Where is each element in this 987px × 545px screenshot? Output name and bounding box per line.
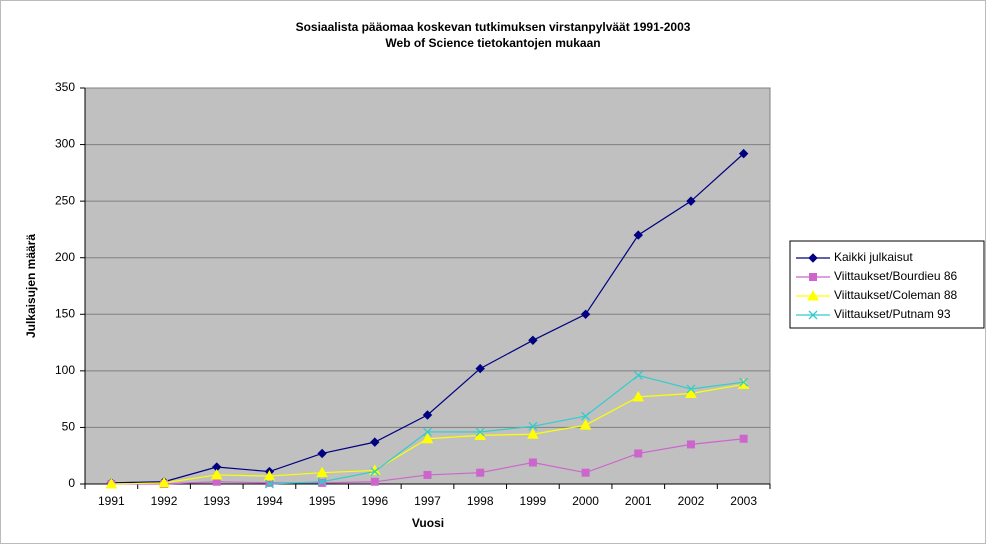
y-tick-label: 100 — [55, 363, 75, 377]
marker — [632, 390, 645, 402]
marker — [808, 310, 818, 320]
x-tick-label: 1991 — [98, 494, 125, 508]
chart-title: Sosiaalista pääomaa koskevan tutkimuksen… — [296, 20, 691, 34]
y-tick-label: 150 — [55, 306, 75, 320]
marker — [318, 478, 327, 487]
marker — [633, 230, 643, 240]
x-tick-label: 1995 — [309, 494, 336, 508]
x-tick-label: 1994 — [256, 494, 283, 508]
marker — [423, 427, 432, 437]
marker — [370, 467, 380, 477]
marker — [808, 253, 818, 263]
marker — [423, 470, 432, 479]
x-tick-label: 1998 — [467, 494, 494, 508]
marker — [476, 468, 485, 477]
marker — [317, 448, 327, 459]
marker — [105, 477, 118, 489]
marker — [739, 434, 748, 443]
x-tick-label: 2001 — [625, 494, 652, 508]
y-tick-label: 50 — [62, 420, 76, 434]
legend-label: Kaikki julkaisut — [834, 250, 913, 264]
y-tick-label: 0 — [68, 476, 75, 490]
marker — [686, 440, 695, 449]
marker — [686, 196, 696, 206]
x-tick-label: 2002 — [678, 494, 705, 508]
marker — [581, 411, 591, 421]
marker — [579, 419, 592, 430]
marker — [528, 421, 538, 431]
marker — [685, 387, 697, 398]
marker — [475, 427, 485, 437]
marker — [370, 437, 380, 447]
y-axis-label: Julkaisujen määrä — [24, 234, 38, 338]
x-tick-label: 2000 — [572, 494, 599, 508]
marker — [317, 477, 327, 487]
plot-area — [84, 87, 771, 485]
x-tick-label: 1992 — [151, 494, 178, 508]
marker — [475, 363, 485, 374]
marker — [316, 466, 328, 478]
x-tick-label: 1993 — [203, 494, 230, 508]
marker — [528, 335, 538, 346]
marker — [370, 477, 379, 486]
x-tick-label: 2003 — [730, 494, 757, 508]
y-tick-label: 250 — [55, 193, 75, 207]
y-tick-label: 300 — [55, 137, 75, 151]
marker — [263, 470, 276, 481]
x-tick-label: 1999 — [520, 494, 547, 508]
legend-label: Viittaukset/Bourdieu 86 — [834, 269, 958, 283]
legend-label: Viittaukset/Putnam 93 — [834, 307, 951, 321]
marker — [739, 377, 749, 387]
marker — [528, 458, 537, 467]
marker — [633, 370, 643, 380]
marker — [580, 309, 591, 319]
chart-subtitle: Web of Science tietokantojen mukaan — [385, 36, 600, 50]
marker — [807, 289, 819, 301]
legend-box — [789, 240, 985, 329]
y-tick-label: 350 — [55, 80, 75, 94]
marker — [527, 428, 539, 439]
x-tick-label: 1996 — [361, 494, 388, 508]
marker — [738, 148, 749, 159]
marker — [581, 468, 590, 477]
marker — [158, 476, 170, 488]
series-line — [269, 374, 744, 485]
legend-label: Viittaukset/Coleman 88 — [834, 288, 958, 302]
marker — [421, 432, 434, 444]
marker — [210, 468, 223, 480]
marker — [686, 384, 696, 394]
x-tick-label: 1997 — [414, 494, 441, 508]
y-tick-label: 200 — [55, 250, 75, 264]
marker — [422, 410, 433, 420]
marker — [809, 273, 817, 281]
marker — [264, 479, 274, 489]
marker — [634, 449, 643, 458]
x-axis-label: Vuosi — [412, 516, 444, 530]
